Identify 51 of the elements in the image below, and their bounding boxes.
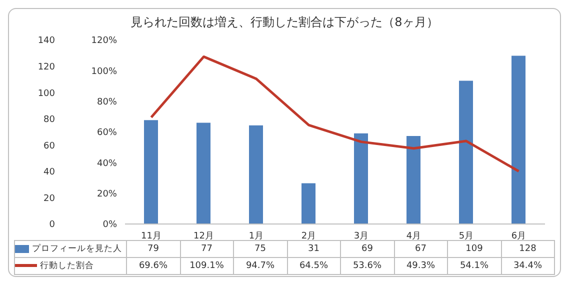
bar bbox=[249, 125, 263, 224]
bar bbox=[459, 80, 473, 224]
x-tick-label: 4月 bbox=[406, 231, 422, 242]
bar bbox=[196, 122, 210, 224]
data-label: 94.7% bbox=[234, 258, 287, 274]
data-label: 49.3% bbox=[394, 258, 448, 274]
x-tick-label: 2月 bbox=[301, 231, 316, 242]
x-tick-label: 12月 bbox=[194, 231, 214, 242]
y2-tick-label: 40 bbox=[44, 168, 56, 178]
data-label: 69 bbox=[340, 240, 394, 258]
data-label: 109.1% bbox=[180, 258, 234, 274]
data-label: 64.5% bbox=[287, 258, 340, 274]
y2-tick-label: 80 bbox=[44, 115, 56, 126]
bar bbox=[354, 133, 368, 224]
y-tick-label: 120% bbox=[91, 36, 118, 46]
y2-tick-label: 0 bbox=[49, 220, 56, 230]
y2-tick-label: 140 bbox=[38, 36, 56, 46]
y-tick-label: 40% bbox=[96, 158, 118, 169]
data-label: 31 bbox=[287, 240, 340, 258]
bar bbox=[302, 183, 316, 224]
y-tick-label: 100% bbox=[91, 66, 118, 77]
data-label: 79 bbox=[126, 240, 180, 258]
x-tick-label: 5月 bbox=[458, 231, 474, 242]
x-tick-label: 1月 bbox=[248, 231, 264, 242]
data-label: 109 bbox=[448, 240, 501, 258]
data-label: 53.6% bbox=[340, 258, 394, 274]
x-tick-label: 6月 bbox=[511, 231, 526, 242]
legend-label: 行動した割合 bbox=[14, 258, 126, 274]
chart-title: 見られた回数は増え、行動した割合は下がった（8ヶ月） bbox=[130, 14, 440, 31]
data-label: 128 bbox=[501, 240, 554, 258]
data-label: 77 bbox=[180, 240, 234, 258]
y-tick-label: 0% bbox=[102, 220, 118, 230]
y2-tick-label: 60 bbox=[44, 141, 56, 152]
y2-tick-label: 100 bbox=[38, 88, 56, 99]
data-label: 34.4% bbox=[501, 258, 554, 274]
bar bbox=[406, 136, 420, 224]
line-series bbox=[150, 55, 520, 173]
data-label: 54.1% bbox=[448, 258, 501, 274]
x-tick-label: 11月 bbox=[141, 231, 162, 242]
y-tick-label: 80% bbox=[96, 98, 118, 108]
y2-tick-label: 120 bbox=[38, 62, 56, 72]
y-tick-label: 20% bbox=[96, 190, 118, 200]
bar bbox=[512, 56, 526, 224]
data-label: 75 bbox=[234, 240, 287, 258]
legend-label: プロフィールを見た人 bbox=[14, 240, 126, 258]
x-tick-label: 3月 bbox=[354, 231, 369, 242]
bar bbox=[144, 120, 158, 224]
data-label: 67 bbox=[394, 240, 448, 258]
y-tick-label: 60% bbox=[96, 128, 118, 138]
y2-tick-label: 20 bbox=[44, 194, 56, 204]
data-label: 69.6% bbox=[126, 258, 180, 274]
